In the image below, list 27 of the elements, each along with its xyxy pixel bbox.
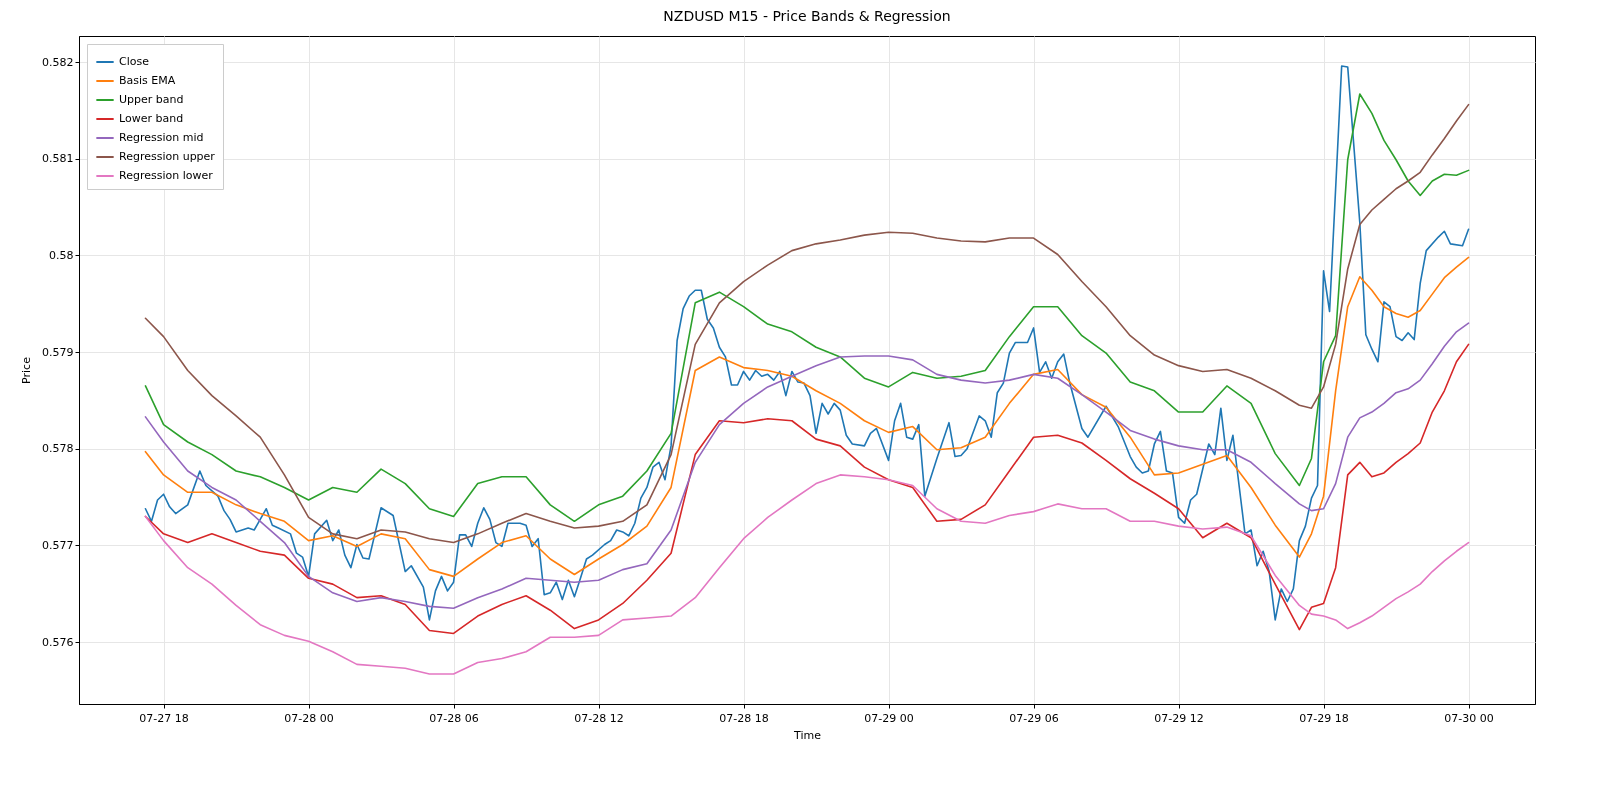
legend-label: Lower band: [119, 112, 184, 125]
x-tick-label: 07-27 18: [139, 711, 189, 725]
legend-label: Upper band: [119, 93, 184, 106]
x-tick-label: 07-29 00: [864, 711, 914, 725]
x-axis-title: Time: [793, 728, 822, 742]
x-tick-label: 07-29 06: [1009, 711, 1059, 725]
legend-label: Regression mid: [119, 131, 204, 144]
legend-label: Basis EMA: [119, 74, 176, 87]
x-tick-label: 07-29 12: [1154, 711, 1204, 725]
legend-label: Regression lower: [119, 169, 214, 182]
y-tick-label: 0.582: [42, 55, 74, 69]
y-tick-label: 0.579: [42, 345, 74, 359]
y-tick-label: 0.577: [42, 538, 74, 552]
x-tick-label: 07-28 06: [429, 711, 479, 725]
x-tick-label: 07-28 12: [574, 711, 624, 725]
x-tick-label: 07-29 18: [1299, 711, 1349, 725]
x-tick-label: 07-28 00: [284, 711, 334, 725]
x-tick-label: 07-30 00: [1444, 711, 1494, 725]
y-tick-label: 0.578: [42, 442, 74, 456]
y-tick-label: 0.581: [42, 152, 74, 166]
y-tick-label: 0.58: [49, 248, 74, 262]
legend-label: Close: [119, 55, 150, 68]
y-tick-label: 0.576: [42, 635, 74, 649]
y-axis-title: Price: [20, 356, 34, 384]
x-tick-label: 07-28 18: [719, 711, 769, 725]
chart-title: NZDUSD M15 - Price Bands & Regression: [663, 8, 951, 24]
legend-label: Regression upper: [119, 150, 216, 163]
